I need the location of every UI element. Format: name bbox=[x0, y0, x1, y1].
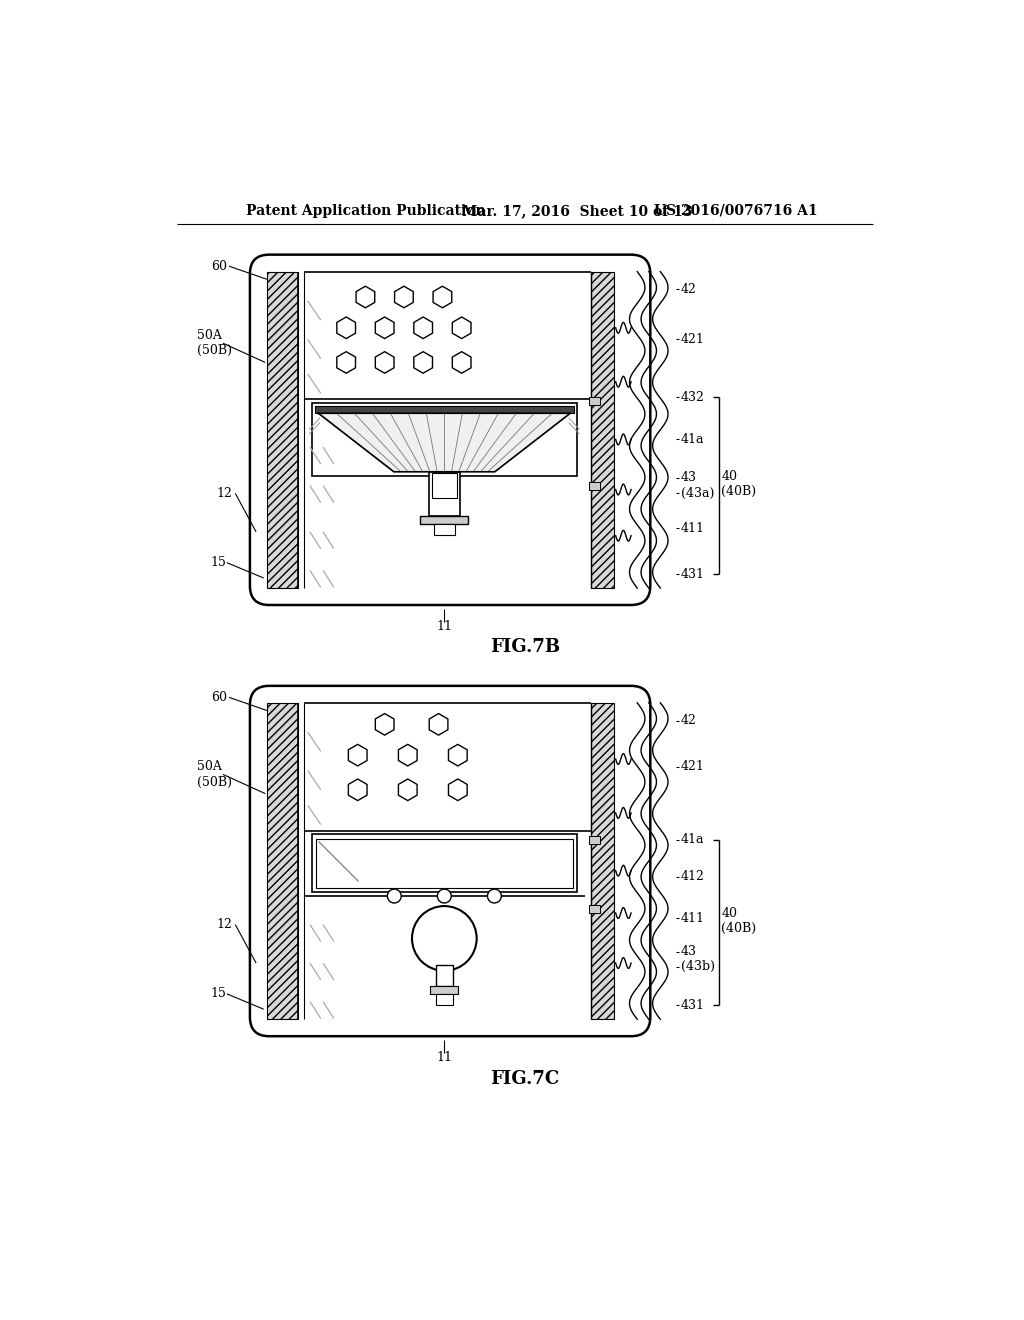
Polygon shape bbox=[398, 779, 417, 800]
Text: 50A: 50A bbox=[197, 760, 221, 774]
Circle shape bbox=[387, 890, 401, 903]
Polygon shape bbox=[398, 744, 417, 766]
Text: 41a: 41a bbox=[681, 433, 705, 446]
Text: 431: 431 bbox=[681, 568, 706, 581]
Bar bbox=[590, 397, 600, 405]
Text: 431: 431 bbox=[681, 999, 706, 1012]
Text: (43b): (43b) bbox=[681, 961, 715, 973]
Bar bbox=[429, 471, 460, 516]
Text: 60: 60 bbox=[211, 260, 227, 273]
Text: (43a): (43a) bbox=[681, 487, 715, 500]
Text: (50B): (50B) bbox=[197, 776, 231, 788]
Text: 42: 42 bbox=[681, 714, 697, 727]
Text: US 2016/0076716 A1: US 2016/0076716 A1 bbox=[654, 203, 818, 218]
Polygon shape bbox=[337, 351, 355, 374]
Polygon shape bbox=[394, 286, 414, 308]
Bar bbox=[267, 702, 298, 1019]
Bar bbox=[311, 404, 578, 477]
Bar bbox=[590, 906, 600, 913]
Text: 40: 40 bbox=[721, 907, 737, 920]
Polygon shape bbox=[453, 317, 471, 339]
Bar bbox=[316, 840, 572, 887]
Text: (40B): (40B) bbox=[721, 923, 757, 936]
Text: 50A: 50A bbox=[197, 329, 221, 342]
Bar bbox=[591, 702, 614, 1019]
Text: 43: 43 bbox=[681, 945, 697, 958]
Text: FIG.7B: FIG.7B bbox=[489, 639, 560, 656]
Text: (50B): (50B) bbox=[197, 345, 231, 358]
Text: 11: 11 bbox=[436, 620, 453, 634]
Text: (40B): (40B) bbox=[721, 486, 757, 499]
Bar bbox=[421, 516, 468, 524]
Polygon shape bbox=[356, 286, 375, 308]
Polygon shape bbox=[414, 351, 432, 374]
Text: 42: 42 bbox=[681, 282, 697, 296]
Polygon shape bbox=[449, 779, 467, 800]
Text: Patent Application Publication: Patent Application Publication bbox=[246, 203, 485, 218]
Bar bbox=[591, 272, 614, 589]
Polygon shape bbox=[376, 714, 394, 735]
Text: 15: 15 bbox=[211, 556, 226, 569]
Bar bbox=[311, 834, 578, 892]
Text: 15: 15 bbox=[211, 987, 226, 1001]
FancyBboxPatch shape bbox=[250, 686, 650, 1036]
Polygon shape bbox=[318, 413, 570, 471]
Text: 432: 432 bbox=[681, 391, 705, 404]
Text: 11: 11 bbox=[436, 1051, 453, 1064]
Polygon shape bbox=[414, 317, 432, 339]
Polygon shape bbox=[376, 351, 394, 374]
Text: 60: 60 bbox=[211, 690, 227, 704]
Polygon shape bbox=[348, 744, 367, 766]
Bar bbox=[430, 986, 458, 994]
Polygon shape bbox=[376, 317, 394, 339]
Bar bbox=[433, 524, 455, 535]
Polygon shape bbox=[453, 351, 471, 374]
Circle shape bbox=[437, 890, 452, 903]
Bar bbox=[436, 965, 453, 986]
Text: 421: 421 bbox=[681, 333, 705, 346]
Text: 43: 43 bbox=[681, 471, 697, 484]
Circle shape bbox=[487, 890, 502, 903]
Text: 41a: 41a bbox=[681, 833, 705, 846]
Polygon shape bbox=[348, 779, 367, 800]
Bar bbox=[436, 994, 453, 1005]
Text: FIG.7C: FIG.7C bbox=[490, 1069, 559, 1088]
Polygon shape bbox=[449, 744, 467, 766]
Polygon shape bbox=[433, 286, 452, 308]
Bar bbox=[590, 482, 600, 490]
Bar bbox=[432, 474, 457, 498]
Polygon shape bbox=[429, 714, 447, 735]
Text: 40: 40 bbox=[721, 470, 737, 483]
Bar bbox=[314, 405, 574, 413]
Bar bbox=[267, 272, 298, 589]
Text: Mar. 17, 2016  Sheet 10 of 13: Mar. 17, 2016 Sheet 10 of 13 bbox=[462, 203, 692, 218]
Text: 411: 411 bbox=[681, 912, 706, 925]
Polygon shape bbox=[337, 317, 355, 339]
Text: 421: 421 bbox=[681, 760, 705, 774]
Text: 411: 411 bbox=[681, 521, 706, 535]
Text: 412: 412 bbox=[681, 870, 705, 883]
FancyBboxPatch shape bbox=[250, 255, 650, 605]
Text: 12: 12 bbox=[217, 487, 232, 500]
Circle shape bbox=[412, 906, 477, 970]
Text: 12: 12 bbox=[217, 917, 232, 931]
Bar bbox=[590, 836, 600, 843]
